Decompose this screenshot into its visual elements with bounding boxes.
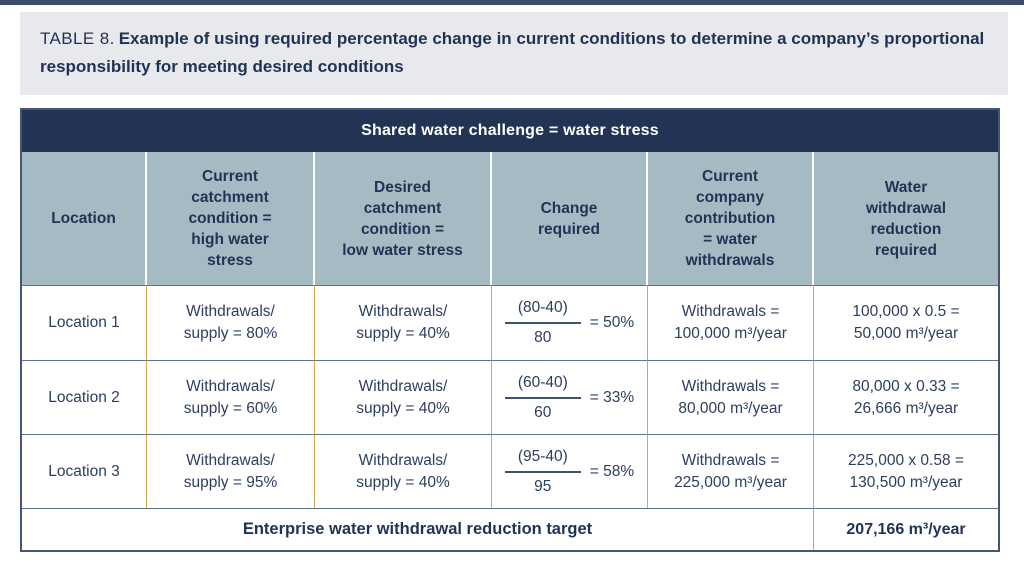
cell-reduction-required: 80,000 x 0.33 = 26,666 m³/year [814, 360, 998, 434]
fraction-numerator: (95-40) [517, 447, 568, 465]
cell-current-condition: Withdrawals/ supply = 95% [147, 434, 315, 508]
fraction-result: = 33% [589, 388, 635, 406]
cell-desired-condition: Withdrawals/ supply = 40% [315, 360, 492, 434]
cell-change-required: (95-40) 95 = 58% [492, 434, 648, 508]
cell-change-required: (60-40) 60 = 33% [492, 360, 648, 434]
fraction-numerator: (80-40) [517, 299, 568, 316]
table-caption: TABLE 8. Example of using required percen… [20, 12, 1008, 95]
cell-company-contribution: Withdrawals = 100,000 m³/year [648, 285, 814, 360]
table-banner: Shared water challenge = water stress [22, 110, 998, 152]
cell-company-contribution: Withdrawals = 225,000 m³/year [648, 434, 814, 508]
cell-company-contribution: Withdrawals = 80,000 m³/year [648, 360, 814, 434]
cell-location: Location 1 [22, 285, 147, 360]
fraction-bar [504, 470, 581, 473]
fraction-bar [504, 396, 581, 399]
fraction-bar [504, 322, 581, 324]
fraction-denominator: 80 [534, 329, 552, 346]
footer-target-label: Enterprise water withdrawal reduction ta… [22, 508, 814, 550]
table-title-text: Example of using required percentage cha… [40, 29, 985, 76]
column-header-change-required: Change required [492, 152, 648, 285]
fraction-result: = 50% [589, 314, 635, 331]
footer-target-value: 207,166 m³/year [814, 508, 998, 550]
cell-reduction-required: 100,000 x 0.5 = 50,000 m³/year [814, 285, 998, 360]
column-header-reduction-required: Water withdrawal reduction required [814, 152, 998, 285]
column-header-company-contribution: Current company contribution = water wit… [648, 152, 814, 285]
fraction-denominator: 95 [534, 477, 552, 495]
page-top-edge-strip [0, 0, 1024, 5]
table-number-label: TABLE 8. [40, 29, 115, 48]
column-header-desired-condition: Desired catchment condition = low water … [315, 152, 492, 285]
cell-desired-condition: Withdrawals/ supply = 40% [315, 434, 492, 508]
fraction-result: = 58% [589, 462, 635, 480]
fraction-numerator: (60-40) [517, 373, 568, 391]
data-table: Shared water challenge = water stress Lo… [20, 108, 1000, 552]
fraction: (60-40) 60 [504, 373, 581, 423]
cell-change-required: (80-40) 80 = 50% [492, 285, 648, 360]
cell-location: Location 2 [22, 360, 147, 434]
fraction-denominator: 60 [534, 403, 552, 421]
cell-desired-condition: Withdrawals/ supply = 40% [315, 285, 492, 360]
column-header-current-condition: Current catchment condition = high water… [147, 152, 315, 285]
column-header-location: Location [22, 152, 147, 285]
fraction: (80-40) 80 [504, 298, 581, 348]
fraction: (95-40) 95 [504, 447, 581, 497]
cell-location: Location 3 [22, 434, 147, 508]
cell-current-condition: Withdrawals/ supply = 80% [147, 285, 315, 360]
cell-reduction-required: 225,000 x 0.58 = 130,500 m³/year [814, 434, 998, 508]
cell-current-condition: Withdrawals/ supply = 60% [147, 360, 315, 434]
